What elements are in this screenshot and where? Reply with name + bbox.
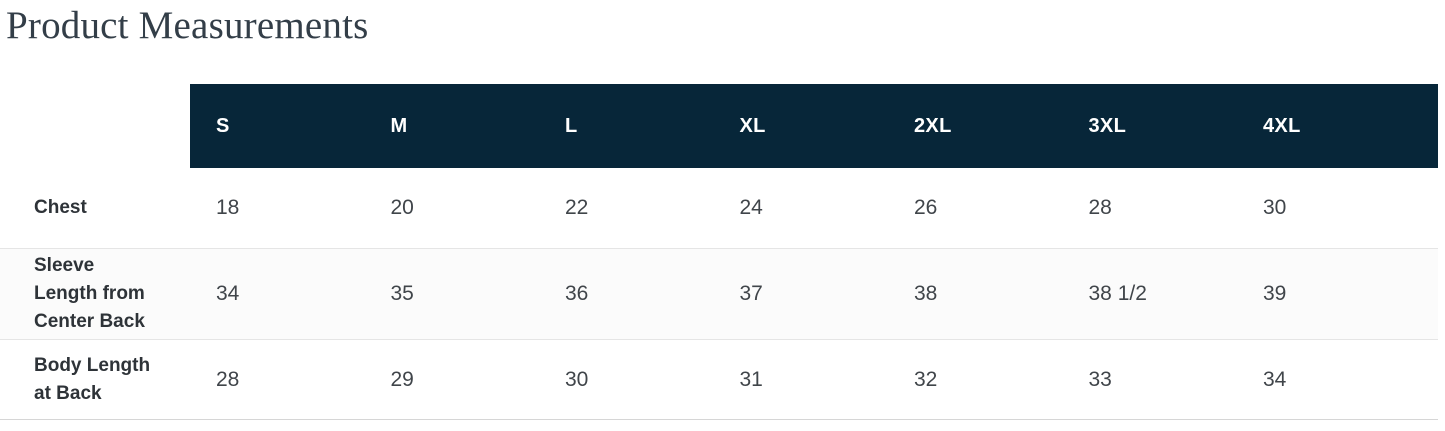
measurement-value: 34 <box>1263 367 1287 391</box>
measurement-cell: 33 <box>1063 340 1238 419</box>
measurement-cell: 30 <box>539 340 714 419</box>
measurement-cell: 30 <box>1237 168 1438 248</box>
row-label: Chest <box>34 197 87 218</box>
column-header-label: 2XL <box>914 114 952 137</box>
measurement-value: 38 <box>914 282 938 305</box>
table-row-sleeve-length: Sleeve Length from Center Back 34 35 36 … <box>0 248 1438 340</box>
column-header-m: M <box>364 84 539 168</box>
measurement-cell: 22 <box>539 168 714 248</box>
table-row-body-length: Body Length at Back 28 29 30 31 32 33 34 <box>0 340 1438 419</box>
page-title: Product Measurements <box>6 4 369 47</box>
measurement-value: 22 <box>565 196 589 219</box>
column-header-xl: XL <box>713 84 888 168</box>
column-header-3xl: 3XL <box>1062 84 1237 168</box>
product-measurements-section: Product Measurements S M L XL 2XL 3XL 4X… <box>0 4 1438 420</box>
measurement-value: 31 <box>739 367 763 391</box>
measurement-value: 28 <box>1088 196 1112 219</box>
measurement-value: 34 <box>216 282 240 305</box>
row-label: Body Length at Back <box>34 354 151 404</box>
row-label: Sleeve Length from Center Back <box>34 255 145 332</box>
measurement-value: 28 <box>216 367 240 391</box>
measurement-cell: 24 <box>714 168 889 248</box>
measurement-cell: 36 <box>539 249 714 339</box>
measurement-cell: 29 <box>365 340 540 419</box>
measurement-value: 35 <box>390 282 414 305</box>
measurement-value: 38 1/2 <box>1088 282 1147 305</box>
row-label-cell: Sleeve Length from Center Back <box>0 249 190 339</box>
measurement-value: 33 <box>1088 367 1112 391</box>
measurement-cell: 32 <box>888 340 1063 419</box>
row-label-cell: Chest <box>0 168 190 248</box>
measurement-cell: 39 <box>1237 249 1438 339</box>
row-label-cell: Body Length at Back <box>0 340 190 419</box>
table-row-chest: Chest 18 20 22 24 26 28 30 <box>0 168 1438 248</box>
measurement-value: 18 <box>216 196 240 219</box>
measurement-cell: 31 <box>714 340 889 419</box>
measurement-cell: 26 <box>888 168 1063 248</box>
measurement-cell: 34 <box>1237 340 1438 419</box>
measurement-cell: 35 <box>365 249 540 339</box>
column-header-l: L <box>539 84 714 168</box>
measurement-cell: 34 <box>190 249 365 339</box>
measurement-cell: 28 <box>1063 168 1238 248</box>
size-chart-header-row: S M L XL 2XL 3XL 4XL <box>0 84 1438 168</box>
column-header-label: 4XL <box>1263 114 1301 137</box>
column-header-label: 3XL <box>1088 114 1127 137</box>
measurement-value: 20 <box>390 196 414 219</box>
column-header-4xl: 4XL <box>1237 84 1438 168</box>
column-header-label: S <box>216 114 230 137</box>
measurement-cell: 37 <box>714 249 889 339</box>
measurement-value: 36 <box>565 282 589 305</box>
header-spacer-cell <box>0 84 190 168</box>
measurement-value: 39 <box>1263 282 1287 305</box>
measurement-cell: 38 1/2 <box>1063 249 1238 339</box>
measurement-cell: 20 <box>365 168 540 248</box>
column-header-label: L <box>565 114 578 137</box>
measurement-value: 26 <box>914 196 938 219</box>
size-chart-table: S M L XL 2XL 3XL 4XL Chest 18 20 22 24 2… <box>0 84 1438 420</box>
measurement-value: 29 <box>390 367 414 391</box>
column-header-2xl: 2XL <box>888 84 1063 168</box>
column-header-s: S <box>190 84 365 168</box>
measurement-cell: 28 <box>190 340 365 419</box>
measurement-value: 30 <box>1263 196 1287 219</box>
column-header-label: XL <box>739 114 766 137</box>
measurement-cell: 38 <box>888 249 1063 339</box>
measurement-value: 37 <box>739 282 763 305</box>
measurement-value: 32 <box>914 367 938 391</box>
measurement-value: 30 <box>565 367 589 391</box>
column-header-label: M <box>390 114 408 137</box>
measurement-cell: 18 <box>190 168 365 248</box>
measurement-value: 24 <box>739 196 763 219</box>
